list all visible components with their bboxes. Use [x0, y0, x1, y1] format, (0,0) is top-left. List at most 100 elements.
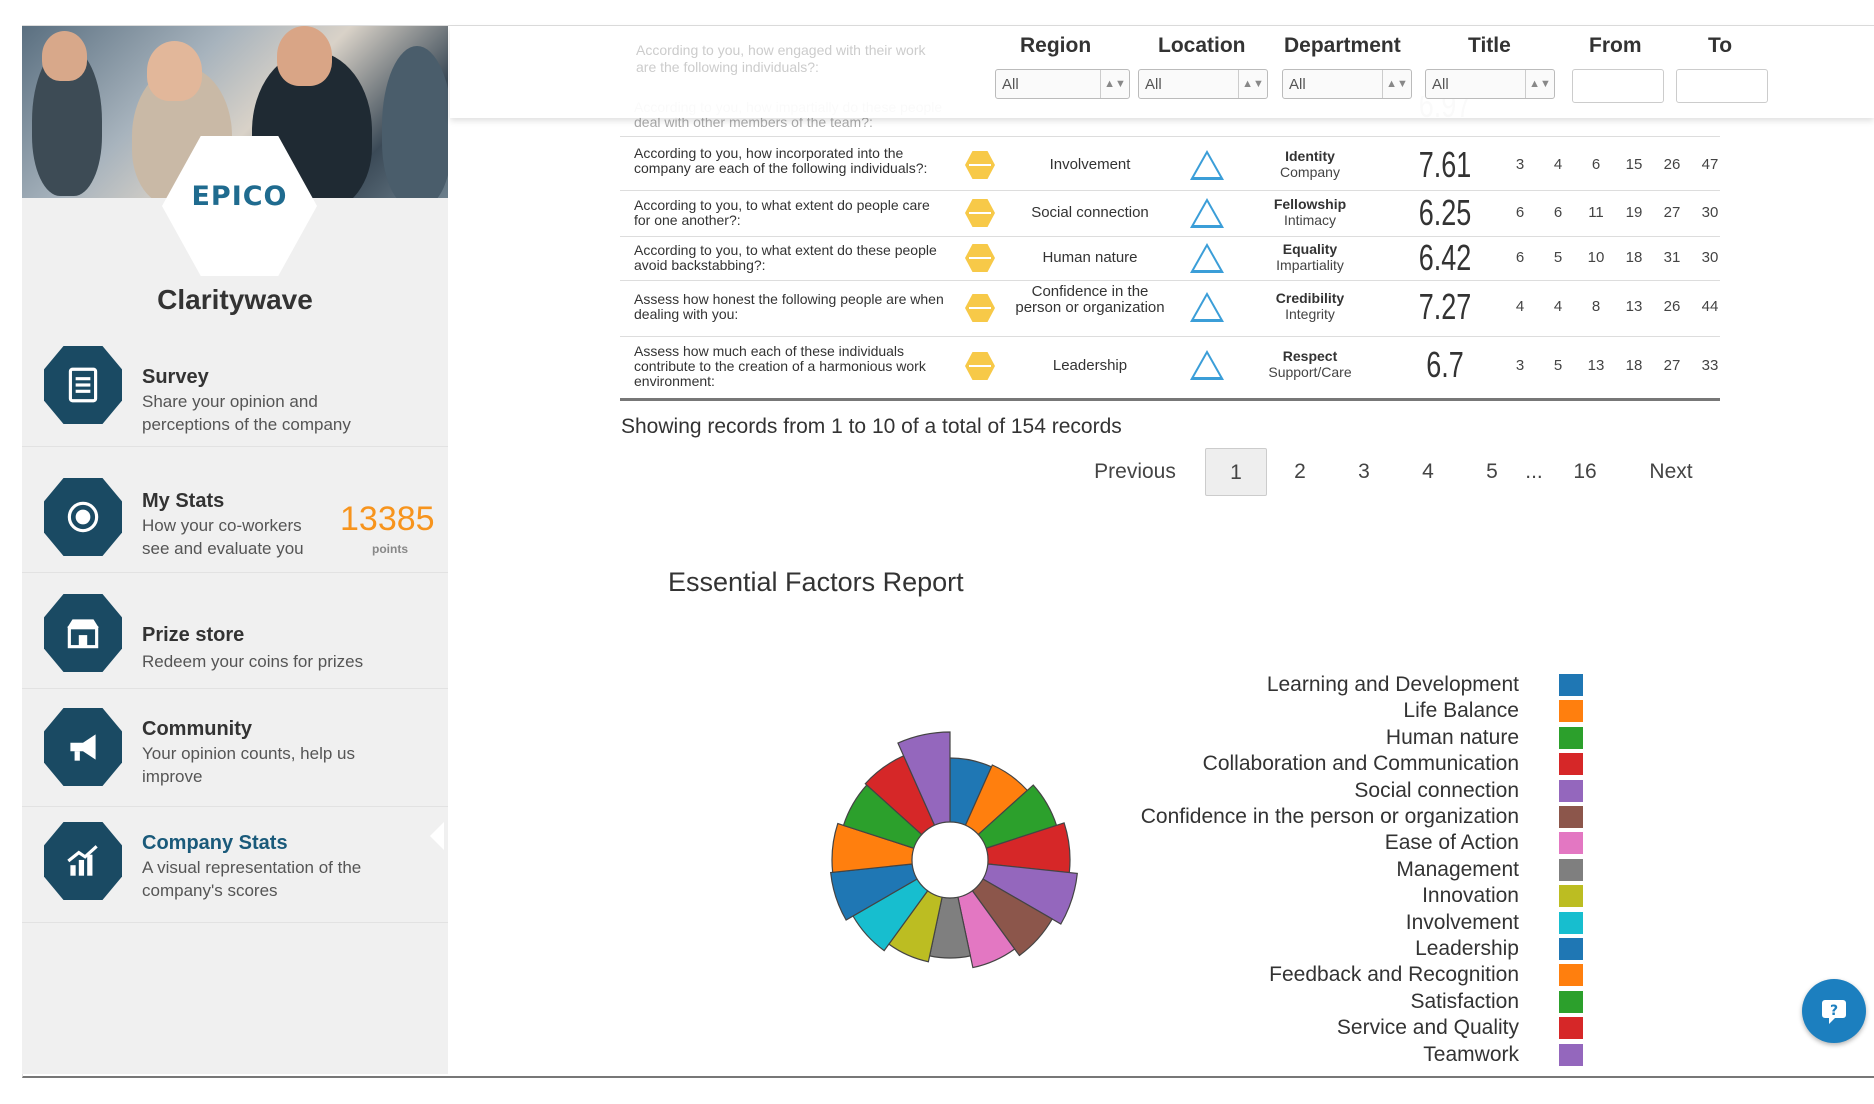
legend-label-11[interactable]: Feedback and Recognition: [1269, 963, 1519, 987]
pagination-page-2[interactable]: 2: [1294, 460, 1306, 483]
points-value: 13385: [340, 500, 435, 538]
row-count: 27: [1663, 204, 1681, 221]
report-title: Essential Factors Report: [668, 567, 964, 597]
row-count: 8: [1591, 298, 1601, 315]
table-row[interactable]: According to you, how incorporated into …: [620, 140, 1720, 191]
legend-swatch-1: [1559, 700, 1583, 723]
factor-hex-icon: [965, 244, 995, 272]
triangle-icon: [1190, 243, 1224, 273]
legend-label-4[interactable]: Social connection: [1354, 778, 1519, 802]
filter-header-region: Region: [1020, 34, 1092, 57]
legend-label-5[interactable]: Confidence in the person or organization: [1140, 805, 1519, 828]
row-count: 27: [1663, 357, 1681, 374]
triangle-icon: [1190, 292, 1224, 322]
legend-swatch-13: [1559, 1017, 1583, 1040]
legend-label-12[interactable]: Satisfaction: [1410, 989, 1519, 1013]
row-department: Equality Impartiality: [1245, 241, 1375, 273]
logo-text: EPICO: [191, 180, 288, 212]
active-indicator: [430, 822, 444, 850]
row-score: 6.42: [1418, 237, 1472, 278]
nav-survey-title: Survey: [142, 366, 209, 388]
legend-label-7[interactable]: Management: [1396, 857, 1519, 881]
to-date-input[interactable]: [1676, 69, 1768, 103]
row-factor: Social connection: [1031, 204, 1149, 221]
legend-label-10[interactable]: Leadership: [1415, 937, 1519, 960]
table-row[interactable]: According to you, to what extent do peop…: [620, 190, 1720, 237]
legend-label-1[interactable]: Life Balance: [1403, 699, 1519, 723]
select-arrows-icon: ▲▼: [1100, 70, 1129, 98]
pagination-page-3[interactable]: 3: [1358, 460, 1370, 483]
department-select[interactable]: All ▲▼: [1282, 69, 1412, 99]
table-row[interactable]: Assess how honest the following people a…: [620, 280, 1720, 337]
nav-community[interactable]: Community Your opinion counts, help us i…: [22, 688, 448, 807]
row-count: 3: [1515, 357, 1525, 374]
row-count: 6: [1591, 156, 1601, 173]
legend-label-9[interactable]: Involvement: [1405, 910, 1519, 934]
points-label: points: [372, 542, 408, 556]
title-select[interactable]: All ▲▼: [1425, 69, 1555, 99]
location-select[interactable]: All ▲▼: [1138, 69, 1268, 99]
row-dept-bold: Identity: [1285, 148, 1335, 164]
table-row[interactable]: Assess how much each of these individual…: [620, 336, 1720, 396]
nav-community-title: Community: [142, 718, 252, 740]
row-count: 30: [1701, 249, 1719, 266]
nav-company-stats-subtitle: A visual representation of the company's…: [142, 858, 362, 900]
pagination-previous[interactable]: Previous: [1094, 460, 1176, 483]
legend-swatch-8: [1559, 885, 1583, 908]
nav-company-stats[interactable]: Company Stats A visual representation of…: [22, 806, 448, 923]
legend-label-3[interactable]: Collaboration and Communication: [1202, 752, 1519, 776]
legend-label-14[interactable]: Teamwork: [1423, 1042, 1519, 1066]
help-chat-button[interactable]: ?: [1802, 979, 1866, 1043]
row-count: 5: [1553, 249, 1563, 266]
legend-label-8[interactable]: Innovation: [1422, 884, 1519, 908]
from-date-input[interactable]: [1572, 69, 1664, 103]
pagination-page-1[interactable]: 1: [1205, 448, 1267, 496]
pagination-page-5[interactable]: 5: [1486, 460, 1498, 483]
nav-prize-store[interactable]: Prize store Redeem your coins for prizes: [22, 572, 448, 689]
factor-hex-icon: [965, 352, 995, 380]
pagination-page-16[interactable]: 16: [1573, 460, 1597, 483]
row-count: 31: [1663, 249, 1681, 266]
legend-label-6[interactable]: Ease of Action: [1384, 831, 1519, 855]
legend-label-2[interactable]: Human nature: [1385, 725, 1519, 749]
filter-bar: According to you, how engaged with their…: [450, 26, 1874, 118]
filter-header-department: Department: [1284, 34, 1401, 57]
row-count: 4: [1553, 298, 1563, 315]
row-count: 4: [1515, 298, 1525, 315]
nav-survey[interactable]: Survey Share your opinion and perception…: [22, 326, 448, 447]
records-summary: Showing records from 1 to 10 of a total …: [621, 415, 1122, 438]
row-dept-bold: Respect: [1282, 348, 1338, 364]
legend-label-13[interactable]: Service and Quality: [1336, 1016, 1519, 1040]
row-score: 7.61: [1418, 144, 1472, 185]
row-factor: Human nature: [1042, 249, 1138, 266]
row-dept-bold: Equality: [1282, 241, 1338, 257]
row-count: 18: [1625, 249, 1643, 266]
region-select-value: All: [1002, 76, 1019, 93]
row-dept-bold: Fellowship: [1273, 196, 1347, 212]
table-row[interactable]: According to you, to what extent do thes…: [620, 236, 1720, 281]
pagination-next[interactable]: Next: [1649, 460, 1693, 483]
title-select-value: All: [1432, 76, 1449, 93]
legend-swatch-9: [1559, 911, 1583, 934]
row-question: According to you, to what extent do thes…: [634, 242, 937, 273]
triangle-icon: [1190, 150, 1224, 180]
legend-swatch-6: [1559, 832, 1583, 855]
row-department: Respect Support/Care: [1245, 348, 1375, 380]
row-count: 33: [1701, 357, 1719, 374]
row-count: 30: [1701, 204, 1719, 221]
nav-my-stats-subtitle: How your co-workers see and evaluate you: [142, 516, 304, 558]
legend-swatch-10: [1559, 938, 1583, 960]
nav-my-stats[interactable]: My Stats How your co-workers see and eva…: [22, 446, 448, 573]
row-department: Fellowship Intimacy: [1245, 196, 1375, 228]
row-question: According to you, how incorporated into …: [634, 145, 928, 176]
row-question: Assess how honest the following people a…: [634, 291, 944, 322]
ghost-question: According to you, how engaged with their…: [636, 42, 926, 75]
essential-factors-chart: [829, 731, 1078, 969]
region-select[interactable]: All ▲▼: [995, 69, 1130, 99]
legend-label-0[interactable]: Learning and Development: [1266, 673, 1519, 696]
table-bottom-border: [620, 398, 1720, 401]
legend-swatch-11: [1559, 964, 1583, 987]
pagination-page-4[interactable]: 4: [1422, 460, 1434, 483]
hero-photo: [22, 26, 448, 198]
row-count: 47: [1701, 156, 1719, 173]
